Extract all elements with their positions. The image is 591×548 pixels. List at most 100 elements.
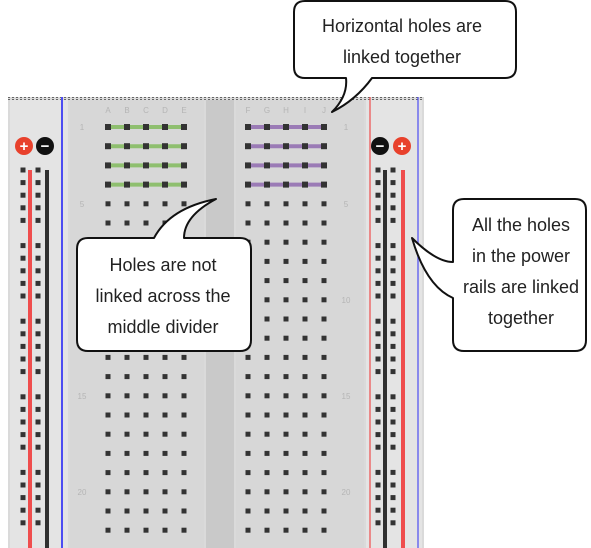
terminal-hole — [283, 335, 289, 341]
rail-hole — [375, 482, 381, 488]
callout-horizontal-line-1: Horizontal holes are — [321, 16, 483, 36]
terminal-hole — [245, 354, 251, 360]
rail-hole — [390, 444, 396, 450]
linked-hole — [162, 143, 168, 150]
callout-horizontal-text: Horizontal holes are linked together — [292, 11, 512, 73]
rail-hole — [375, 205, 381, 211]
left-minus-badge: − — [36, 137, 54, 155]
terminal-hole — [143, 220, 149, 226]
rail-hole — [375, 243, 381, 249]
terminal-hole — [162, 431, 168, 437]
rail-hole — [390, 180, 396, 186]
rail-hole — [35, 444, 41, 450]
rail-hole — [20, 243, 26, 249]
terminal-hole — [264, 297, 270, 303]
rail-hole — [20, 268, 26, 274]
terminal-hole — [105, 220, 111, 226]
linked-hole — [143, 181, 149, 188]
linked-hole — [105, 124, 111, 130]
callout-divider-text: Holes are not linked across the middle d… — [80, 250, 246, 343]
terminal-hole — [181, 489, 187, 495]
terminal-hole — [162, 508, 168, 514]
terminal-hole — [264, 489, 270, 495]
linked-hole — [181, 143, 187, 150]
linked-hole — [321, 162, 327, 169]
rail-hole — [35, 280, 41, 286]
terminal-hole — [264, 393, 270, 399]
terminal-hole — [283, 508, 289, 514]
linked-hole — [302, 124, 308, 130]
terminal-hole — [302, 412, 308, 418]
rail-hole — [35, 419, 41, 425]
rail-hole — [390, 520, 396, 526]
terminal-hole — [143, 527, 149, 533]
rail-hole — [390, 356, 396, 362]
terminal-hole — [283, 201, 289, 207]
terminal-hole — [181, 470, 187, 476]
terminal-hole — [143, 470, 149, 476]
row-label-left-5: 5 — [80, 200, 85, 209]
callout-divider-line-1: Holes are not — [109, 255, 217, 275]
rail-hole — [375, 507, 381, 513]
linked-hole — [245, 162, 251, 169]
terminal-hole — [302, 354, 308, 360]
terminal-hole — [143, 508, 149, 514]
linked-hole — [124, 162, 130, 169]
rail-hole — [35, 293, 41, 299]
rail-hole — [20, 432, 26, 438]
terminal-hole — [124, 470, 130, 476]
terminal-hole — [283, 393, 289, 399]
rail-hole — [375, 444, 381, 450]
terminal-hole — [321, 489, 327, 495]
rail-hole — [35, 507, 41, 513]
column-label-g: G — [264, 106, 270, 115]
breadboard-top-edge — [8, 97, 424, 100]
terminal-hole — [283, 278, 289, 284]
terminal-hole — [245, 412, 251, 418]
rail-hole — [375, 520, 381, 526]
right-plus-badge: + — [393, 137, 411, 155]
terminal-hole — [245, 374, 251, 380]
terminal-hole — [124, 527, 130, 533]
linked-hole — [245, 143, 251, 150]
column-label-h: H — [283, 106, 289, 115]
rail-hole — [375, 469, 381, 475]
rail-hole — [375, 255, 381, 261]
terminal-hole — [245, 201, 251, 207]
rail-hole — [390, 482, 396, 488]
terminal-hole — [321, 450, 327, 456]
rail-hole — [390, 205, 396, 211]
linked-hole — [264, 143, 270, 150]
callout-power-bubble — [411, 198, 587, 352]
terminal-hole — [264, 354, 270, 360]
terminal-hole — [264, 316, 270, 322]
terminal-hole — [264, 508, 270, 514]
row-label-left-15: 15 — [78, 392, 87, 401]
terminal-hole — [283, 374, 289, 380]
terminal-hole — [105, 508, 111, 514]
terminal-hole — [181, 393, 187, 399]
terminal-hole — [264, 239, 270, 245]
terminal-hole — [124, 201, 130, 207]
linked-hole — [162, 124, 168, 130]
terminal-hole — [105, 201, 111, 207]
terminal-hole — [143, 374, 149, 380]
svg-text:−: − — [376, 138, 385, 155]
row-label-right-10: 10 — [342, 296, 351, 305]
rail-hole — [20, 369, 26, 375]
rail-hole — [375, 167, 381, 173]
rail-hole — [20, 293, 26, 299]
rail-hole — [390, 343, 396, 349]
terminal-hole — [321, 508, 327, 514]
terminal-hole — [302, 239, 308, 245]
rail-hole — [20, 192, 26, 198]
rail-hole — [375, 180, 381, 186]
row-label-left-20: 20 — [78, 488, 87, 497]
terminal-hole — [245, 527, 251, 533]
rail-hole — [390, 280, 396, 286]
terminal-hole — [143, 393, 149, 399]
terminal-hole — [264, 431, 270, 437]
terminal-hole — [264, 201, 270, 207]
linked-hole — [283, 124, 289, 130]
terminal-hole — [162, 470, 168, 476]
